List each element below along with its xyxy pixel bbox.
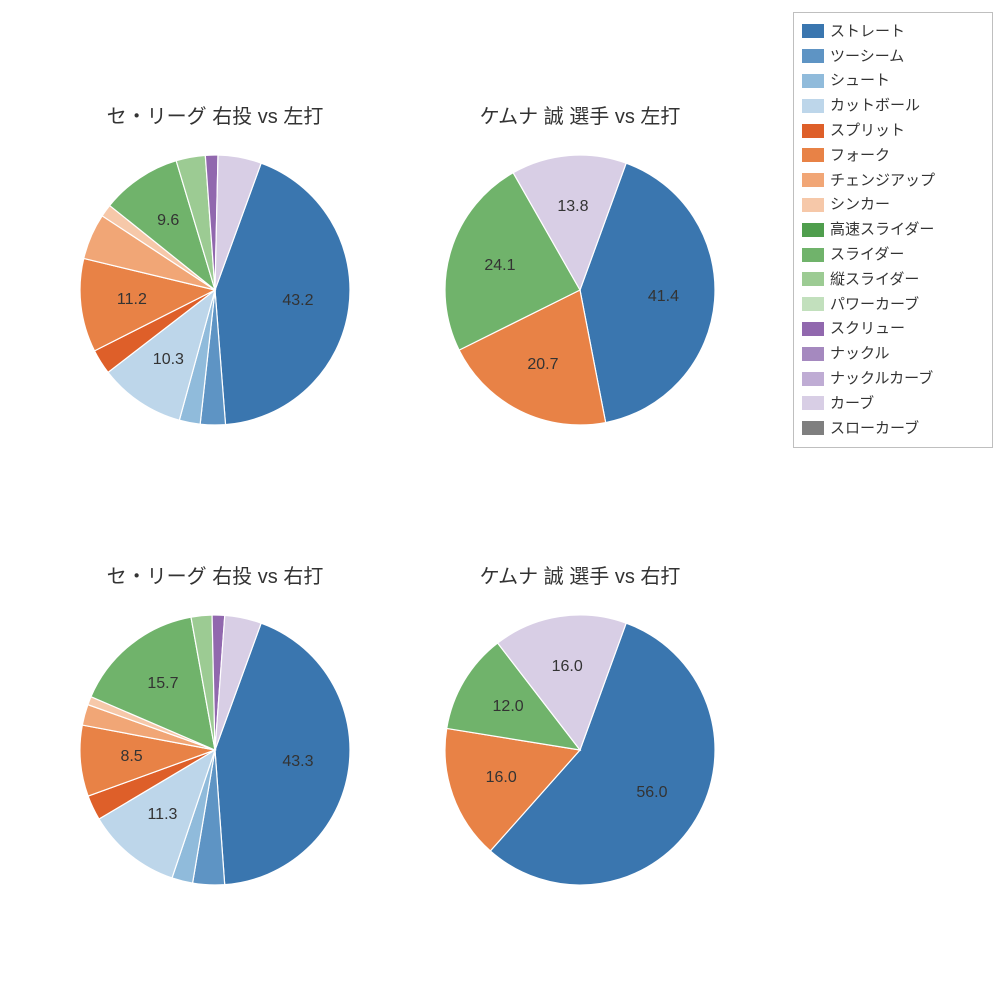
legend: ストレートツーシームシュートカットボールスプリットフォークチェンジアップシンカー…	[793, 12, 993, 448]
legend-item: スライダー	[802, 242, 984, 267]
legend-label: チェンジアップ	[830, 173, 935, 188]
legend-item: スプリット	[802, 118, 984, 143]
chart-title: セ・リーグ 右投 vs 左打	[107, 100, 324, 129]
legend-item: ストレート	[802, 19, 984, 44]
legend-swatch	[802, 74, 824, 88]
legend-label: ナックル	[830, 346, 890, 361]
legend-item: シンカー	[802, 193, 984, 218]
legend-label: シンカー	[830, 197, 890, 212]
legend-label: カットボール	[830, 98, 920, 113]
slice-label: 43.3	[282, 753, 313, 771]
legend-label: スクリュー	[830, 321, 905, 336]
legend-swatch	[802, 124, 824, 138]
legend-item: フォーク	[802, 143, 984, 168]
legend-item: ツーシーム	[802, 44, 984, 69]
legend-item: 縦スライダー	[802, 267, 984, 292]
legend-label: ツーシーム	[830, 49, 904, 64]
slice-label: 12.0	[493, 698, 524, 716]
slice-label: 16.0	[486, 769, 517, 787]
legend-item: カットボール	[802, 93, 984, 118]
slice-label: 10.3	[153, 351, 184, 369]
slice-label: 11.3	[147, 806, 177, 824]
slice-label: 43.2	[282, 292, 313, 310]
slice-label: 13.8	[557, 198, 588, 216]
legend-item: スローカーブ	[802, 416, 984, 441]
legend-label: カーブ	[830, 396, 874, 411]
legend-swatch	[802, 173, 824, 187]
legend-swatch	[802, 396, 824, 410]
legend-swatch	[802, 24, 824, 38]
legend-swatch	[802, 421, 824, 435]
legend-label: パワーカーブ	[830, 297, 919, 312]
legend-label: ナックルカーブ	[830, 371, 933, 386]
slice-label: 41.4	[648, 288, 679, 306]
legend-label: フォーク	[830, 148, 890, 163]
legend-item: カーブ	[802, 391, 984, 416]
legend-swatch	[802, 347, 824, 361]
legend-item: シュート	[802, 69, 984, 94]
legend-swatch	[802, 223, 824, 237]
legend-item: ナックル	[802, 341, 984, 366]
legend-label: ストレート	[830, 24, 905, 39]
chart-title: ケムナ 誠 選手 vs 左打	[480, 100, 681, 129]
legend-swatch	[802, 248, 824, 262]
legend-label: シュート	[830, 73, 890, 88]
legend-item: スクリュー	[802, 317, 984, 342]
slice-label: 24.1	[484, 257, 515, 275]
slice-label: 15.7	[147, 675, 178, 693]
legend-item: 高速スライダー	[802, 217, 984, 242]
legend-swatch	[802, 49, 824, 63]
slice-label: 20.7	[527, 356, 558, 374]
legend-swatch	[802, 198, 824, 212]
slice-label: 9.6	[157, 212, 179, 230]
chart-title: セ・リーグ 右投 vs 右打	[107, 560, 324, 589]
chart-title: ケムナ 誠 選手 vs 右打	[480, 560, 681, 589]
legend-item: ナックルカーブ	[802, 366, 984, 391]
legend-swatch	[802, 372, 824, 386]
legend-item: パワーカーブ	[802, 292, 984, 317]
legend-label: スライダー	[830, 247, 904, 262]
legend-label: 縦スライダー	[830, 272, 919, 287]
legend-swatch	[802, 148, 824, 162]
slice-label: 11.2	[117, 291, 147, 309]
legend-swatch	[802, 322, 824, 336]
slice-label: 8.5	[120, 748, 142, 766]
legend-swatch	[802, 297, 824, 311]
slice-label: 56.0	[636, 784, 667, 802]
legend-swatch	[802, 272, 824, 286]
chart-stage: ストレートツーシームシュートカットボールスプリットフォークチェンジアップシンカー…	[0, 0, 1000, 1000]
legend-item: チェンジアップ	[802, 168, 984, 193]
legend-label: 高速スライダー	[830, 222, 934, 237]
legend-label: スローカーブ	[830, 421, 919, 436]
legend-swatch	[802, 99, 824, 113]
slice-label: 16.0	[552, 658, 583, 676]
legend-label: スプリット	[830, 123, 905, 138]
